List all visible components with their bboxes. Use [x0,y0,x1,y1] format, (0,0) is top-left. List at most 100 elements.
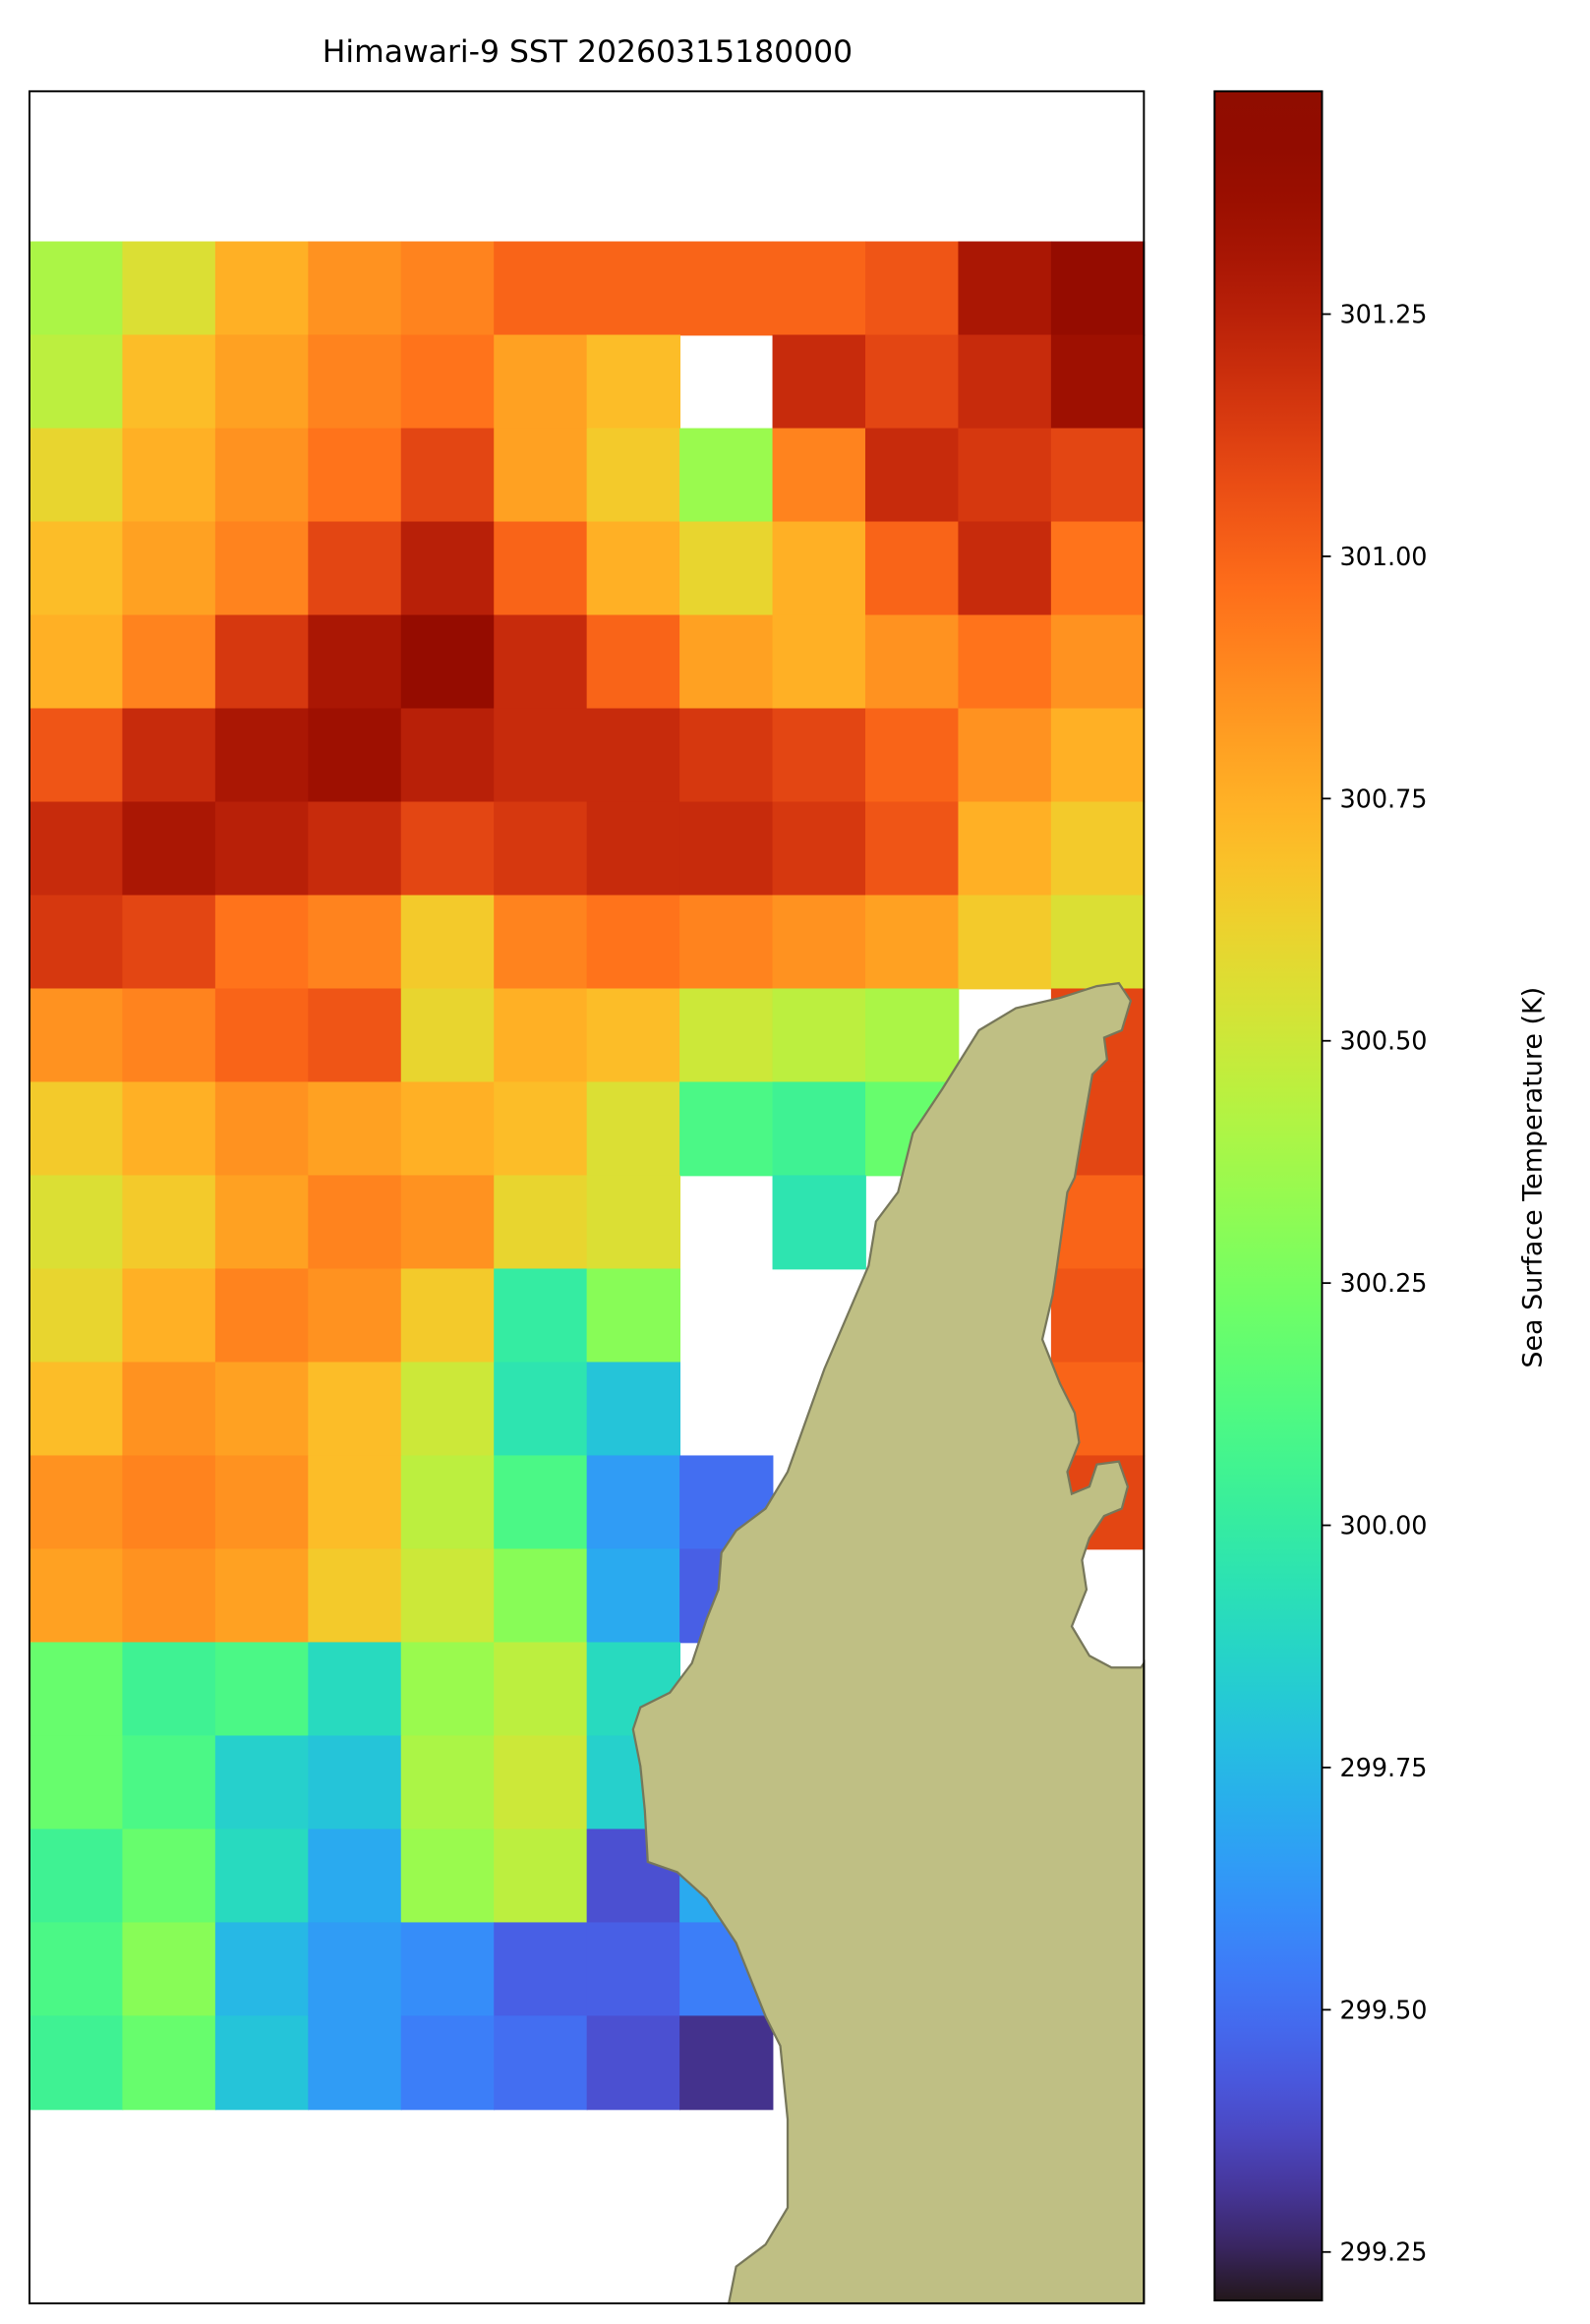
sst-cell [400,241,496,336]
sst-cell [494,1455,588,1550]
sst-cell [308,2015,402,2111]
sst-cell [29,1362,124,1457]
sst-cell [494,241,588,336]
sst-cell [400,988,496,1083]
sst-cell [400,1455,496,1550]
sst-cell [122,708,216,803]
sst-cell [679,241,774,336]
sst-cell [494,1268,588,1364]
sst-cell [1050,708,1146,803]
sst-cell [586,614,680,710]
sst-cell [214,988,310,1083]
sst-cell [122,1455,216,1550]
sst-cell [214,1642,310,1737]
sst-cell [958,895,1052,990]
sst-cell [214,2015,310,2111]
sst-cell [679,708,774,803]
sst-cell [122,241,216,336]
sst-cell [308,988,402,1083]
sst-cell [308,801,402,897]
sst-cell [400,1922,496,2017]
sst-cell [679,988,774,1083]
sst-cell [29,708,124,803]
sst-cell [586,428,680,523]
sst-cell [29,895,124,990]
sst-cell [122,1175,216,1270]
sst-cell [494,614,588,710]
sst-cell [29,1922,124,2017]
sst-cell [494,521,588,616]
sst-cell [772,708,866,803]
sst-cell [1050,334,1146,430]
sst-cell [864,801,960,897]
land [631,981,1146,2305]
sst-cell [29,241,124,336]
sst-cell [214,1548,310,1644]
sst-cell [308,1922,402,2017]
sst-cell [864,988,960,1083]
sst-cell [214,1829,310,1924]
sst-cell [772,1175,866,1270]
map-title: Himawari-9 SST 20260315180000 [323,34,853,70]
sst-cell [29,2015,124,2111]
sst-cell [586,1548,680,1644]
sst-cell [122,1268,216,1364]
sst-cell [400,2015,496,2111]
sst-cell [29,1455,124,1550]
colorbar [1213,89,1324,2302]
sst-cell [494,1829,588,1924]
sst-cell [400,1642,496,1737]
sst-cell [122,1922,216,2017]
sst-cell [308,334,402,430]
sst-cell [308,614,402,710]
sst-cell [586,801,680,897]
sst-cell [400,614,496,710]
sst-cell [29,614,124,710]
sst-cell [214,428,310,523]
sst-cell [400,1548,496,1644]
sst-cell [958,614,1052,710]
sst-cell [400,1735,496,1830]
sst-cell [772,1081,866,1177]
sst-cell [586,988,680,1083]
sst-cell [586,334,680,430]
sst-cell [122,1829,216,1924]
sst-cell [29,428,124,523]
sst-cell [772,521,866,616]
map-frame [29,89,1146,2305]
sst-cell [29,1829,124,1924]
sst-cell [308,1362,402,1457]
sst-cell [494,801,588,897]
sst-cell [308,1455,402,1550]
sst-cell [308,1081,402,1177]
sst-cell [400,1829,496,1924]
colorbar-tick-label: 299.75 [1339,1754,1427,1783]
sst-cell [864,521,960,616]
sst-cell [308,241,402,336]
sst-cell [864,614,960,710]
sst-cell [214,1922,310,2017]
sst-cell [494,1735,588,1830]
sst-cell [308,1175,402,1270]
sst-cell [772,334,866,430]
sst-cell [214,1455,310,1550]
sst-field [29,241,1146,2111]
sst-cell [772,428,866,523]
sst-cell [494,708,588,803]
sst-cell [308,1735,402,1830]
sst-cell [958,428,1052,523]
sst-cell [214,801,310,897]
sst-cell [400,708,496,803]
sst-cell [214,1081,310,1177]
sst-cell [400,1268,496,1364]
sst-cell [679,1081,774,1177]
sst-cell [400,428,496,523]
sst-cell [122,801,216,897]
sst-cell [772,895,866,990]
sst-cell [494,988,588,1083]
sst-cell [122,428,216,523]
sst-cell [29,521,124,616]
sst-cell [1050,614,1146,710]
sst-cell [308,1268,402,1364]
sst-cell [400,1081,496,1177]
